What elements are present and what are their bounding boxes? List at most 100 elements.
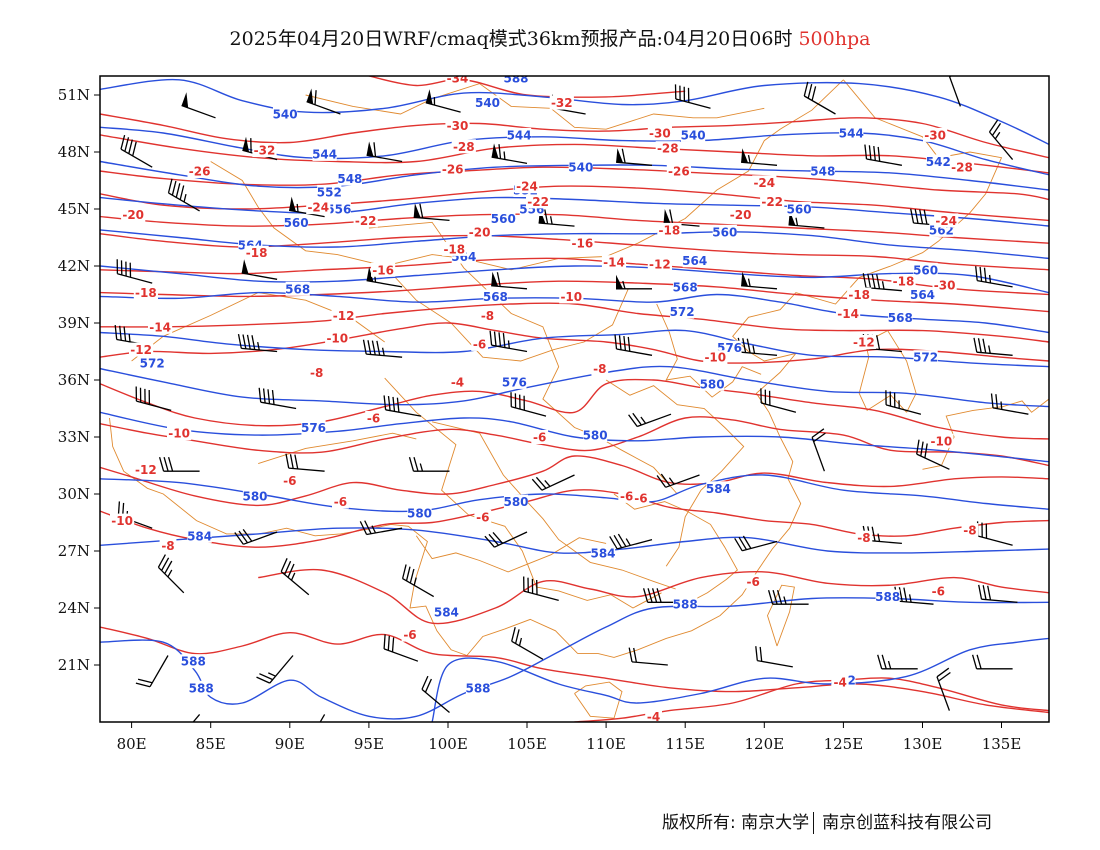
temperature-label: -18	[659, 223, 681, 237]
temperature-label: -6	[620, 489, 633, 503]
wind-barb-feather	[868, 145, 872, 160]
wind-barb-feather	[492, 531, 504, 544]
copyright-footer: 版权所有: 南京大学 南京创蓝科技有限公司	[662, 808, 992, 834]
height-label-bg	[140, 355, 165, 370]
wind-barb-shaft	[977, 279, 1013, 288]
wind-barb-feather	[948, 64, 960, 73]
wind-barb-feather	[419, 463, 424, 472]
height-label-bg	[583, 428, 608, 443]
temperature-label: -6	[473, 337, 486, 351]
wind-barb	[760, 388, 797, 413]
temperature-label: -6	[747, 575, 760, 589]
wind-barb	[616, 274, 652, 290]
wind-barb	[737, 337, 778, 356]
height-contour	[100, 78, 1049, 146]
wind-barb	[362, 339, 403, 358]
temperature-label: -18	[848, 288, 870, 302]
wind-barb-feather	[995, 394, 999, 409]
wind-barb-shaft	[413, 216, 450, 222]
wind-barb-feather	[413, 577, 417, 586]
wind-barb-feather	[518, 637, 523, 646]
height-label: 568	[285, 282, 310, 296]
wind-barb	[484, 531, 528, 548]
title-level: 500hpa	[798, 28, 871, 50]
wind-barb-feather	[656, 588, 662, 603]
wind-barb-pennant	[741, 271, 749, 287]
wind-barb-pennant	[425, 89, 433, 105]
height-label: 580	[407, 507, 432, 521]
wind-barb-shaft	[243, 531, 278, 545]
wind-barb-feather	[383, 395, 387, 410]
wind-barb-feather	[988, 274, 992, 284]
height-label: 588	[181, 655, 206, 669]
wind-barb-feather	[994, 131, 1001, 140]
temperature-label: -4	[834, 676, 847, 690]
wind-barb-feather	[124, 137, 130, 152]
temperature-label: -28	[657, 142, 679, 156]
temperature-label-bg	[148, 319, 173, 334]
temperature-label: -24	[516, 180, 538, 194]
wind-barb-feather	[628, 647, 633, 663]
wind-barb-feather	[391, 637, 395, 653]
x-tick-label: 130E	[903, 735, 943, 753]
height-label-bg	[913, 350, 938, 365]
wind-barb-shaft	[306, 101, 341, 115]
wind-barb-feather	[123, 326, 127, 342]
temperature-label-bg	[471, 336, 488, 351]
temperature-label-bg	[308, 365, 326, 380]
wind-barb-feather	[238, 530, 249, 544]
x-tick-label: 80E	[117, 735, 147, 753]
temperature-label: -4	[451, 375, 464, 389]
wind-barb-feather	[783, 596, 787, 605]
wind-barb-shaft	[168, 192, 200, 212]
wind-barb-feather	[622, 280, 626, 289]
temperature-label-bg	[467, 224, 492, 239]
wind-barb-shaft	[541, 474, 575, 491]
wind-barb-feather	[975, 266, 978, 281]
height-label-bg	[407, 506, 432, 520]
wind-barb-feather	[163, 736, 176, 742]
wind-barb-feather	[119, 325, 122, 341]
x-tick-label: 115E	[665, 735, 705, 753]
wind-barb	[120, 134, 153, 168]
wind-barb-feather	[511, 627, 516, 642]
temperature-contour	[100, 455, 1049, 507]
temperature-label: -4	[647, 710, 660, 724]
height-label: 580	[700, 377, 725, 391]
wind-barb-feather	[383, 634, 386, 649]
temperature-label-bg	[371, 262, 396, 277]
wind-barb	[656, 473, 700, 488]
wind-barb-feather	[871, 526, 876, 542]
wind-barb-feather	[502, 333, 506, 348]
wind-barb-feather	[656, 475, 667, 488]
wind-barb	[158, 457, 200, 472]
temperature-label-bg	[331, 308, 356, 323]
wind-barb-feather	[618, 335, 622, 350]
temperature-label-bg	[961, 523, 979, 538]
temperature-label: -8	[857, 531, 870, 545]
wind-barb-feather	[742, 338, 747, 353]
temperature-label: -8	[310, 366, 323, 380]
wind-barb-feather	[376, 340, 381, 356]
temperature-label-bg	[932, 278, 957, 292]
wind-barb-feather	[881, 654, 887, 669]
wind-barb-feather	[734, 537, 743, 552]
height-contour	[100, 474, 1049, 513]
org-cl: 南京创蓝科技有限公司	[822, 813, 993, 833]
wind-barb-shaft	[865, 286, 902, 292]
x-tick-label: 105E	[507, 735, 547, 753]
wind-barb-feather	[876, 335, 881, 350]
temperature-label: -6	[334, 495, 347, 509]
wind-barb-feather	[887, 660, 892, 669]
temperature-label-bg	[618, 488, 636, 503]
wind-barb-feather	[614, 334, 618, 350]
temperature-label-bg	[847, 287, 872, 302]
height-label: 576	[502, 375, 527, 389]
wind-barb-feather	[987, 585, 992, 601]
wind-barb-feather	[396, 397, 400, 413]
height-label-bg	[187, 528, 212, 543]
wind-barb-shaft	[319, 714, 326, 722]
temperature-label: -18	[893, 275, 915, 289]
wind-barb-shaft	[136, 400, 172, 412]
